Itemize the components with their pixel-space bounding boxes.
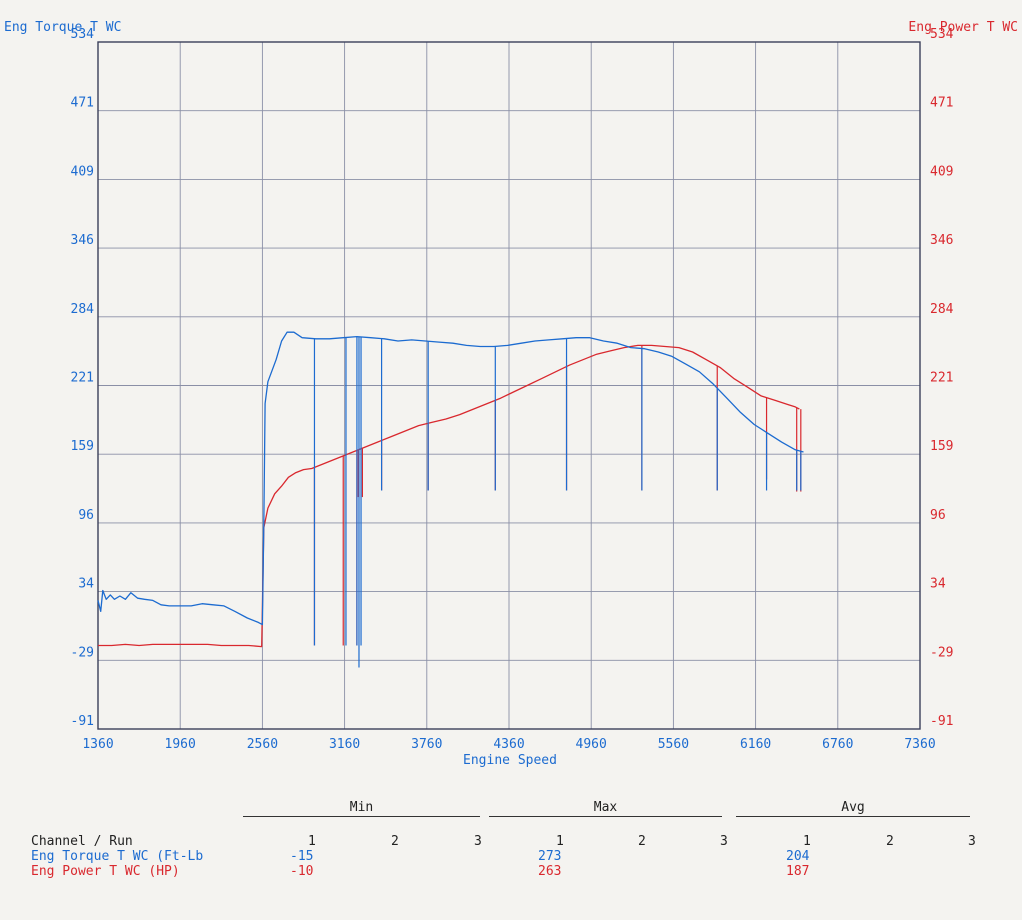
x-tick-label: 6160 [740,737,771,752]
right-y-tick-label: -91 [930,714,953,729]
right-y-tick-label: 34 [930,577,946,592]
x-tick-label: 6760 [822,737,853,752]
series [97,331,804,668]
x-axis-label: Engine Speed [463,753,557,768]
left-y-tick-label: -91 [71,714,94,729]
x-tick-label: 3760 [411,737,442,752]
x-tick-label: 4960 [576,737,607,752]
x-tick-label: 1360 [82,737,113,752]
max-run-3: 3 [720,834,728,849]
x-tick-label: 1960 [165,737,196,752]
right-y-tick-label: 284 [930,302,954,317]
right-y-tick-label: -29 [930,645,953,660]
torque-avg-value: 204 [786,849,810,864]
stats-header-avg: Avg [736,800,970,817]
max-run-1: 1 [556,834,564,849]
x-tick-label: 2560 [247,737,278,752]
avg-run-2: 2 [886,834,894,849]
left-y-tick-label: 409 [71,164,94,179]
right-axis-title: Eng Power T WC [908,20,1018,35]
max-run-2: 2 [638,834,646,849]
power-series-line [98,344,800,648]
power-row-label: Eng Power T WC (HP) [31,864,180,879]
left-y-tick-label: 96 [78,508,94,523]
power-avg-value: 187 [786,864,810,879]
left-y-tick-label: 159 [71,439,94,454]
x-tick-label: 7360 [904,737,935,752]
stats-header-max: Max [489,800,722,817]
right-y-tick-label: 159 [930,439,953,454]
min-run-1: 1 [308,834,316,849]
right-y-tick-label: 471 [930,96,953,111]
left-y-tick-label: 534 [71,27,95,42]
left-axis-title: Eng Torque T WC [4,20,121,35]
torque-min-value: -15 [290,849,314,864]
torque-series-line [97,331,804,626]
torque-max-value: 273 [538,849,562,864]
left-y-tick-label: 221 [71,371,94,386]
grid [98,42,920,729]
right-y-tick-label: 346 [930,233,953,248]
x-tick-label: 4360 [493,737,524,752]
power-max-value: 263 [538,864,562,879]
left-y-tick-label: 34 [78,577,94,592]
left-y-tick-label: 284 [71,302,95,317]
left-y-tick-label: -29 [71,645,94,660]
min-run-2: 2 [391,834,399,849]
power-min-value: -10 [290,864,314,879]
x-tick-label: 3160 [329,737,360,752]
dyno-chart: Eng Torque T WC Eng Power T WC Engine Sp… [4,20,1018,768]
avg-run-3: 3 [968,834,976,849]
left-y-tick-label: 471 [71,96,94,111]
stats-table: Min Max Avg Channel / Run 1 2 3 1 2 3 1 … [0,800,1022,900]
avg-run-1: 1 [803,834,811,849]
run-header-label: Channel / Run [31,834,133,849]
min-run-3: 3 [474,834,482,849]
stats-header-min: Min [243,800,480,817]
plot-frame [97,41,921,730]
right-y-tick-label: 221 [930,371,953,386]
right-y-tick-label: 96 [930,508,946,523]
tick-labels: 1360 1960 2560 3160 3760 4360 4960 5560 6160 6760… [71,27,954,752]
torque-row-label: Eng Torque T WC (Ft-Lb [31,849,204,864]
x-tick-label: 5560 [658,737,689,752]
right-y-tick-label: 534 [930,27,954,42]
left-y-tick-label: 346 [71,233,94,248]
right-y-tick-label: 409 [930,164,953,179]
